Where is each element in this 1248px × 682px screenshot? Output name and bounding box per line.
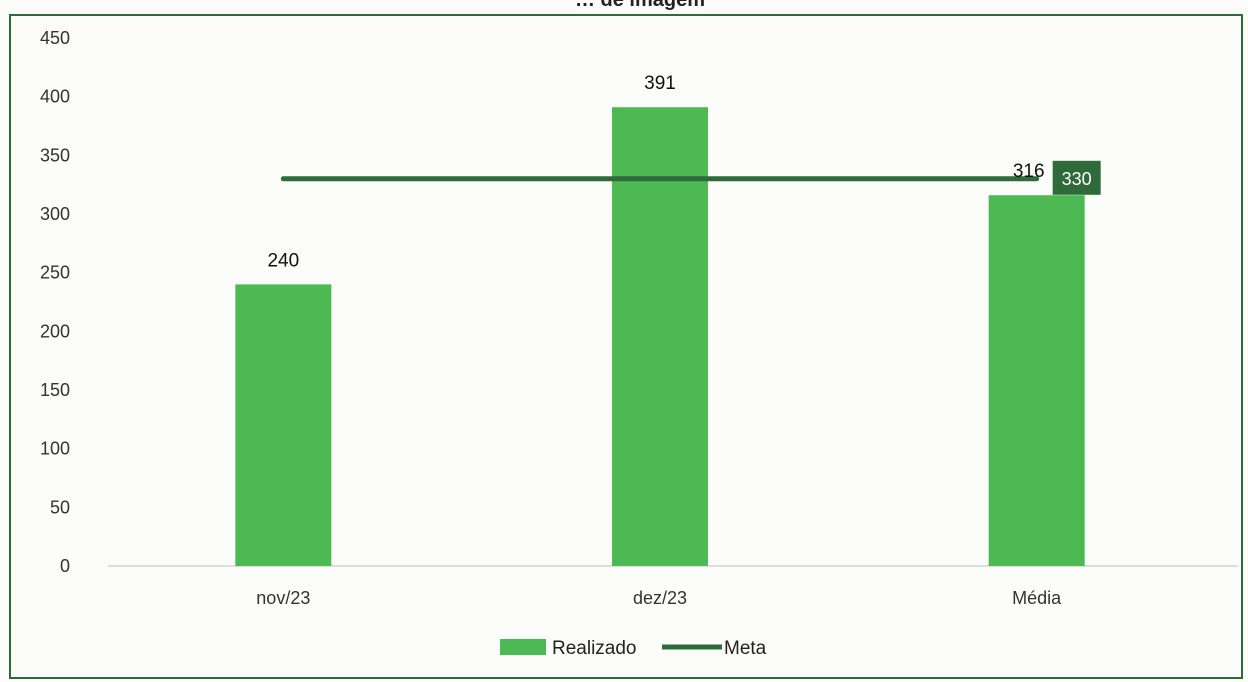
bar-realizado xyxy=(235,284,332,566)
y-tick-label: 50 xyxy=(50,497,70,517)
y-tick-label: 100 xyxy=(40,439,70,459)
bar-value-label: 391 xyxy=(644,73,676,94)
bar-value-label: 316 xyxy=(1013,161,1045,182)
y-tick-label: 150 xyxy=(40,380,70,400)
meta-value-badge xyxy=(1052,160,1101,195)
y-tick-label: 400 xyxy=(40,87,70,107)
bar-realizado xyxy=(612,107,708,566)
x-tick-label: nov/23 xyxy=(256,588,310,608)
legend-label-meta: Meta xyxy=(724,638,767,659)
legend-swatch-realizado xyxy=(500,639,546,655)
x-tick-label: Média xyxy=(1012,588,1062,608)
meta-value-label: 330 xyxy=(1062,169,1092,189)
y-tick-label: 350 xyxy=(40,145,70,165)
legend-label-realizado: Realizado xyxy=(552,638,637,659)
y-tick-label: 250 xyxy=(40,263,70,283)
y-tick-label: 200 xyxy=(40,321,70,341)
y-tick-label: 300 xyxy=(40,204,70,224)
chart-title: … de imagem xyxy=(575,0,705,11)
y-tick-label: 450 xyxy=(40,28,70,48)
bar-realizado xyxy=(988,195,1085,566)
x-tick-label: dez/23 xyxy=(633,588,687,608)
y-tick-label: 0 xyxy=(60,556,70,576)
bar-value-label: 240 xyxy=(267,250,299,271)
chart-frame xyxy=(9,14,1243,679)
